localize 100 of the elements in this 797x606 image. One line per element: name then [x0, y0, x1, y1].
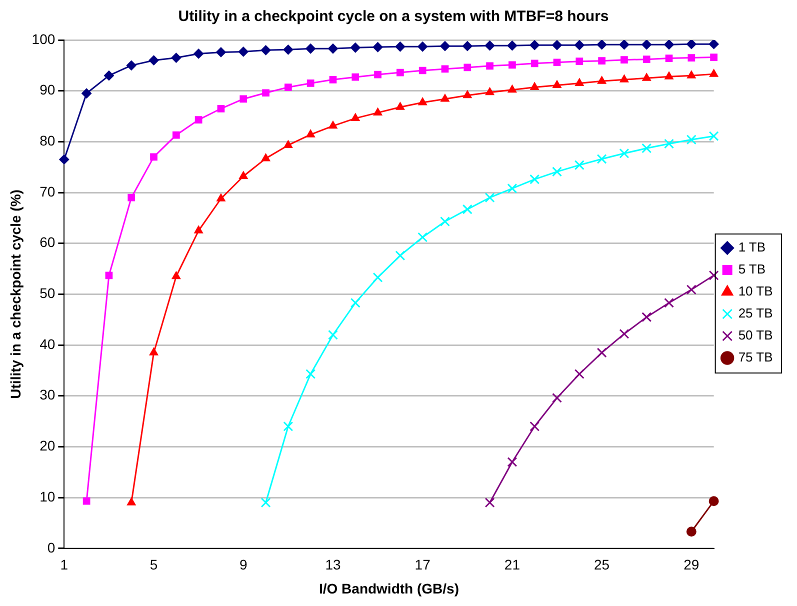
point — [82, 88, 92, 98]
x-tick-label: 21 — [504, 556, 520, 573]
point — [260, 498, 271, 508]
x-tick-label: 5 — [150, 556, 158, 573]
point — [350, 113, 360, 122]
point — [596, 154, 607, 164]
point — [418, 98, 427, 106]
point — [620, 74, 629, 82]
point — [710, 54, 718, 61]
point — [552, 40, 562, 50]
point — [217, 104, 225, 112]
point — [126, 498, 136, 506]
point — [708, 40, 719, 50]
y-tick-label: 50 — [40, 285, 56, 302]
y-tick-label: 10 — [40, 488, 56, 504]
point — [619, 328, 630, 339]
point — [575, 78, 584, 86]
point — [574, 160, 584, 170]
point — [216, 194, 226, 202]
x-tick-label: 13 — [325, 556, 341, 573]
point — [418, 66, 426, 74]
point — [128, 194, 136, 202]
point — [598, 57, 606, 65]
x-tick-label: 9 — [239, 556, 248, 573]
point — [328, 120, 338, 129]
legend-label: 50 TB — [738, 328, 773, 343]
point — [462, 204, 472, 214]
point — [105, 272, 113, 280]
point — [574, 369, 584, 380]
point — [306, 80, 314, 87]
point — [530, 174, 540, 184]
point — [238, 46, 248, 57]
point — [552, 166, 562, 177]
point — [418, 42, 428, 52]
y-tick-label: 60 — [40, 234, 56, 250]
point — [530, 40, 540, 50]
legend-label: 25 TB — [738, 306, 773, 321]
point — [596, 40, 607, 50]
point — [194, 226, 203, 234]
point — [149, 348, 158, 356]
point — [507, 456, 518, 467]
point — [172, 271, 181, 280]
point — [530, 82, 539, 90]
point — [440, 94, 450, 102]
point — [329, 76, 337, 84]
point — [553, 58, 561, 66]
point — [395, 42, 406, 52]
x-tick-label: 25 — [594, 556, 610, 573]
point — [350, 42, 360, 53]
point — [596, 348, 607, 358]
point — [708, 131, 719, 142]
point — [484, 40, 495, 51]
point — [352, 73, 360, 81]
point — [686, 526, 696, 537]
point — [148, 55, 159, 66]
point — [350, 298, 360, 308]
legend-label: 10 TB — [738, 284, 773, 299]
y-tick-label: 0 — [47, 539, 56, 556]
point — [686, 134, 696, 145]
x-axis-title: I/O Bandwidth (GB/s) — [318, 580, 459, 596]
point — [642, 312, 652, 322]
point — [687, 70, 696, 78]
point — [642, 143, 652, 154]
point — [597, 76, 606, 84]
point — [440, 216, 450, 226]
point — [664, 72, 674, 80]
point — [240, 95, 248, 103]
point — [59, 154, 70, 164]
point — [507, 183, 518, 194]
point — [508, 61, 516, 69]
point — [462, 41, 472, 52]
point — [642, 56, 650, 63]
point — [485, 87, 494, 96]
point — [620, 56, 628, 64]
point — [464, 64, 472, 72]
point — [194, 48, 204, 59]
point — [665, 54, 673, 62]
point — [463, 90, 472, 98]
x-tick-label: 17 — [414, 556, 431, 573]
point — [619, 40, 630, 50]
point — [686, 40, 696, 50]
point — [530, 421, 540, 432]
point — [642, 40, 652, 50]
point — [306, 44, 316, 54]
point — [418, 232, 428, 242]
y-tick-label: 40 — [40, 336, 56, 352]
legend-label: 1 TB — [738, 240, 766, 255]
point — [283, 421, 294, 432]
point — [260, 45, 271, 56]
point — [172, 131, 180, 139]
point — [395, 250, 406, 261]
point — [688, 54, 696, 62]
point — [486, 62, 494, 70]
point — [373, 108, 382, 116]
point — [216, 47, 226, 58]
y-tick-label: 100 — [32, 30, 56, 47]
point — [440, 41, 450, 52]
point — [238, 171, 248, 179]
point — [708, 496, 719, 506]
point — [372, 272, 383, 282]
